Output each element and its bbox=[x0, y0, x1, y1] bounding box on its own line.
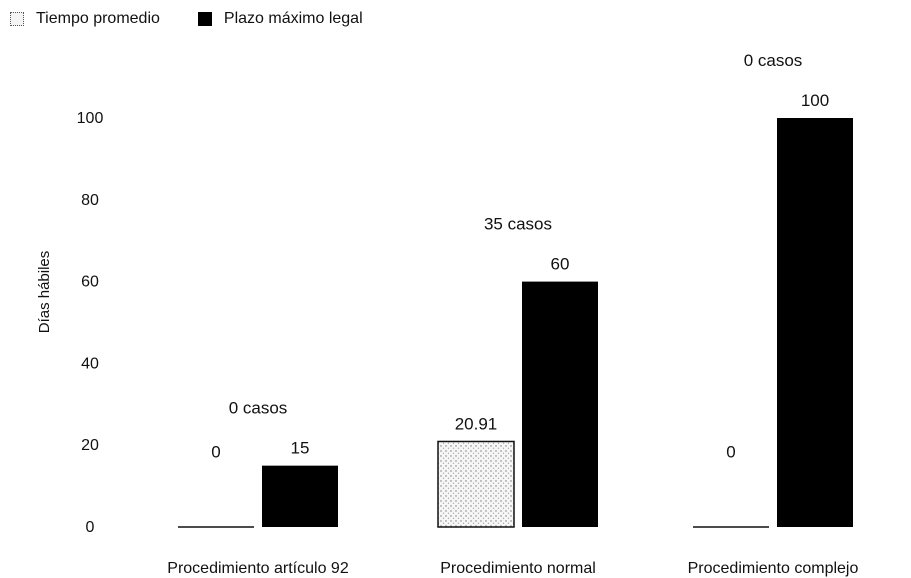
value-label-plazo-maximo-legal: 60 bbox=[551, 255, 570, 274]
category-label: Procedimiento artículo 92 bbox=[167, 560, 349, 577]
legend-item-tiempo-promedio: Tiempo promedio bbox=[10, 10, 160, 28]
legend: Tiempo promedio Plazo máximo legal bbox=[10, 10, 401, 28]
value-label-plazo-maximo-legal: 15 bbox=[291, 439, 310, 458]
value-label-plazo-maximo-legal: 100 bbox=[801, 91, 829, 110]
case-label-group: 0 casos 35 casos 0 casos bbox=[229, 51, 803, 418]
legend-label-tiempo-promedio: Tiempo promedio bbox=[36, 10, 160, 27]
y-tick-label: 100 bbox=[77, 110, 104, 127]
legend-swatch-dotted bbox=[10, 12, 24, 26]
case-count-label: 35 casos bbox=[484, 215, 552, 234]
category-label-group: Procedimiento artículo 92 Procedimiento n… bbox=[167, 560, 858, 577]
bar-tiempo-promedio bbox=[437, 440, 515, 528]
bar-plazo-maximo-legal bbox=[522, 281, 598, 527]
y-tick-label: 60 bbox=[81, 274, 99, 291]
legend-label-plazo-maximo: Plazo máximo legal bbox=[223, 10, 363, 27]
y-tick-label: 80 bbox=[81, 192, 99, 209]
legend-swatch-solid bbox=[197, 12, 212, 26]
category-label: Procedimiento complejo bbox=[688, 560, 859, 577]
y-tick-group: 0 20 40 60 80 100 bbox=[77, 110, 104, 536]
y-axis-label: Días hábiles bbox=[36, 251, 53, 334]
value-label-tiempo-promedio: 0 bbox=[726, 443, 735, 462]
bars-group bbox=[178, 118, 853, 528]
case-count-label: 0 casos bbox=[744, 51, 803, 70]
y-tick-label: 40 bbox=[81, 355, 99, 372]
bar-plazo-maximo-legal bbox=[777, 118, 853, 527]
y-tick-label: 0 bbox=[86, 519, 95, 536]
value-label-tiempo-promedio: 0 bbox=[211, 443, 220, 462]
value-label-group: 0 15 20.91 60 0 100 bbox=[211, 91, 829, 462]
bar-plazo-maximo-legal bbox=[262, 465, 338, 527]
y-tick-label: 20 bbox=[81, 437, 99, 454]
value-label-tiempo-promedio: 20.91 bbox=[455, 414, 498, 433]
case-count-label: 0 casos bbox=[229, 399, 288, 418]
legend-item-plazo-maximo: Plazo máximo legal bbox=[197, 10, 363, 28]
category-label: Procedimiento normal bbox=[440, 560, 596, 577]
